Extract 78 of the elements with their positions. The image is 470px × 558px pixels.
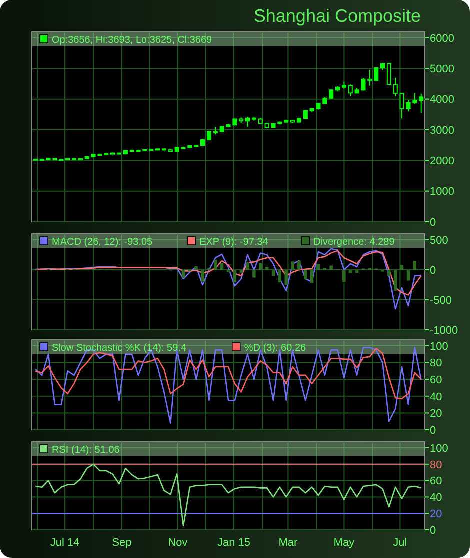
y-tick-label: 0 — [430, 524, 436, 537]
candlestick — [329, 89, 334, 100]
bar — [284, 270, 288, 285]
line-series — [35, 248, 422, 310]
y-tick-label: 500 — [430, 234, 448, 247]
y-tick-label: 100 — [430, 340, 448, 353]
bar — [272, 270, 276, 276]
x-tick-label: Mar — [278, 537, 298, 549]
x-tick-label: Nov — [168, 537, 188, 549]
bar — [388, 270, 391, 276]
x-tick-label: Jul 14 — [50, 537, 80, 549]
candlestick — [386, 62, 392, 86]
y-tick-label: 0 — [430, 264, 436, 277]
bar — [214, 260, 218, 270]
bar — [330, 266, 333, 270]
bar — [291, 262, 294, 270]
candlestick — [348, 84, 353, 97]
bar — [406, 270, 410, 281]
candlestick — [368, 69, 372, 86]
bar — [182, 270, 186, 278]
y-tick-label: 1000 — [430, 186, 454, 198]
bar — [394, 270, 398, 291]
legend-label: MACD (26, 12): -93.05 — [52, 237, 154, 248]
bar — [246, 262, 250, 270]
candlestick — [374, 66, 379, 82]
legend-label: Divergence: 4.289 — [314, 237, 396, 248]
bar — [259, 263, 262, 270]
candlestick — [393, 77, 398, 97]
bar — [342, 270, 346, 282]
x-tick-label: May — [334, 537, 356, 549]
bar — [400, 265, 404, 270]
y-tick-label: 40 — [430, 492, 442, 504]
bar — [355, 270, 359, 273]
y-tick-label: 4000 — [430, 94, 454, 106]
y-tick-label: 60 — [430, 374, 442, 386]
x-tick-label: Jul — [393, 537, 408, 549]
y-tick-label: 20 — [430, 508, 442, 520]
legend-label: %D (3): 60.26 — [244, 343, 307, 354]
y-tick-label: 40 — [430, 391, 442, 404]
y-tick-label: 80 — [430, 358, 442, 370]
bar — [349, 270, 352, 273]
bar — [316, 264, 320, 270]
legend-label: Op:3656, Hi:3693, Lo:3625, Cl:3669 — [52, 35, 213, 46]
bar — [252, 270, 256, 278]
bar — [240, 270, 243, 273]
y-tick-label: 60 — [430, 476, 442, 488]
bar — [413, 261, 417, 270]
chart-title: Shanghai Composite — [254, 6, 421, 26]
y-tick-label: 6000 — [430, 32, 454, 45]
y-tick-label: 100 — [430, 442, 448, 455]
bar — [304, 270, 308, 280]
x-tick-label: Sep — [112, 537, 132, 549]
candlestick — [246, 116, 250, 128]
bar — [265, 267, 269, 270]
bar — [220, 263, 224, 270]
line-series — [35, 464, 422, 527]
bar — [194, 266, 198, 270]
candlestick — [412, 92, 418, 104]
bar — [201, 270, 204, 282]
y-tick-label: 0 — [430, 424, 436, 437]
y-tick-label: 2000 — [430, 156, 454, 168]
line-series — [35, 250, 422, 296]
y-tick-label: -500 — [430, 294, 452, 307]
bar — [298, 261, 301, 270]
y-tick-label: -1000 — [430, 324, 458, 337]
y-tick-label: 20 — [430, 408, 442, 420]
legend-label: RSI (14): 51.06 — [52, 445, 120, 456]
bar — [233, 270, 237, 283]
bar — [310, 270, 314, 284]
y-tick-label: 80 — [430, 459, 442, 472]
x-tick-label: Jan 15 — [217, 537, 251, 549]
legend-label: Slow Stochastic %K (14): 59.4 — [52, 343, 187, 354]
y-tick-label: 3000 — [430, 124, 454, 137]
legend-label: EXP (9): -97.34 — [200, 237, 269, 248]
bar — [278, 270, 282, 283]
y-tick-label: 5000 — [430, 64, 454, 76]
y-tick-label: 0 — [430, 216, 436, 229]
candlestick — [419, 93, 424, 114]
